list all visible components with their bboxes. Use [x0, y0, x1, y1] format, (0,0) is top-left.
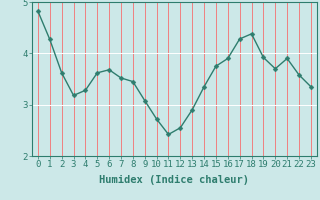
X-axis label: Humidex (Indice chaleur): Humidex (Indice chaleur)	[100, 175, 249, 185]
